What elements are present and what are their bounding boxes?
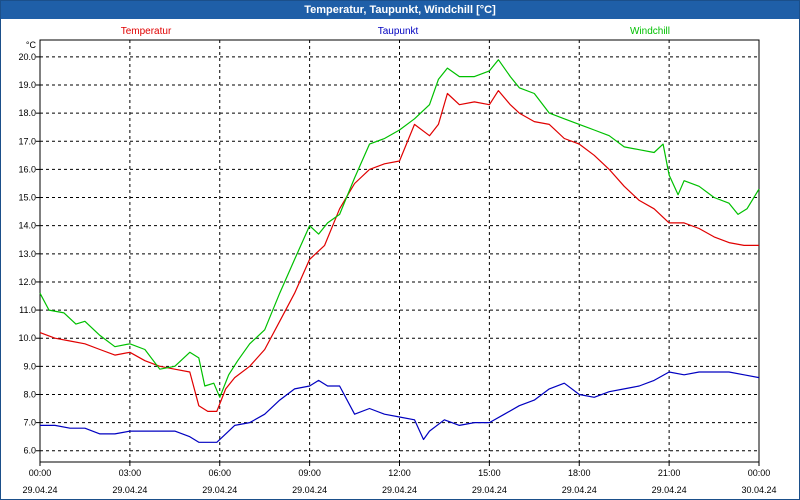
- x-tick-date: 29.04.24: [112, 485, 147, 495]
- x-tick-time: 00:00: [748, 468, 771, 478]
- x-tick-time: 00:00: [29, 468, 52, 478]
- y-tick-label: 17.0: [18, 136, 36, 146]
- y-tick-label: 9.0: [23, 361, 36, 371]
- x-tick-date: 29.04.24: [652, 485, 687, 495]
- y-tick-label: 16.0: [18, 164, 36, 174]
- y-tick-label: 14.0: [18, 221, 36, 231]
- x-tick-time: 21:00: [658, 468, 681, 478]
- x-tick-date: 29.04.24: [472, 485, 507, 495]
- legend-temperatur: Temperatur: [121, 26, 172, 37]
- series-line-windchill: [39, 59, 760, 398]
- x-tick-time: 18:00: [568, 468, 591, 478]
- series-line-temperatur: [39, 90, 759, 412]
- x-tick-date: 30.04.24: [741, 485, 776, 495]
- x-tick-date: 29.04.24: [382, 485, 417, 495]
- y-axis-label: °C: [26, 40, 37, 50]
- x-tick-date: 29.04.24: [202, 485, 237, 495]
- legend-windchill: Windchill: [630, 26, 670, 37]
- legend-taupunkt: Taupunkt: [378, 26, 419, 37]
- y-tick-label: 18.0: [18, 108, 36, 118]
- y-tick-label: 12.0: [18, 277, 36, 287]
- y-tick-label: 7.0: [23, 418, 36, 428]
- x-tick-date: 29.04.24: [22, 485, 57, 495]
- y-tick-label: 15.0: [18, 193, 36, 203]
- y-tick-label: 8.0: [23, 389, 36, 399]
- x-tick-time: 09:00: [298, 468, 321, 478]
- y-tick-label: 19.0: [18, 80, 36, 90]
- y-tick-label: 20.0: [18, 52, 36, 62]
- y-tick-label: 11.0: [19, 305, 36, 315]
- y-tick-label: 13.0: [18, 249, 36, 259]
- x-tick-time: 03:00: [119, 468, 142, 478]
- x-tick-time: 12:00: [388, 468, 411, 478]
- series-line-taupunkt: [40, 371, 760, 443]
- x-tick-time: 15:00: [478, 468, 501, 478]
- x-tick-date: 29.04.24: [292, 485, 327, 495]
- chart-title: Temperatur, Taupunkt, Windchill [°C]: [1, 1, 799, 19]
- y-tick-label: 10.0: [18, 333, 36, 343]
- y-tick-label: 6.0: [23, 446, 36, 456]
- x-tick-date: 29.04.24: [562, 485, 597, 495]
- x-tick-time: 06:00: [208, 468, 231, 478]
